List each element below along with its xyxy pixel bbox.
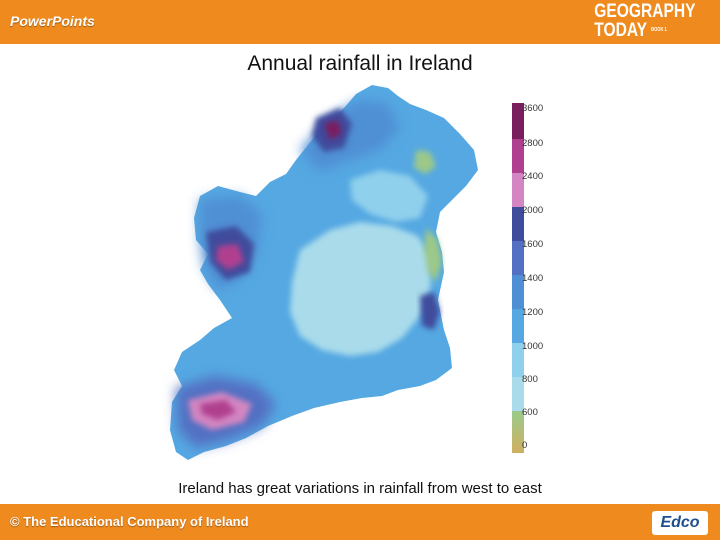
footer-bar: © The Educational Company of Ireland Edc… xyxy=(0,504,720,540)
legend-swatch xyxy=(512,343,524,377)
legend-label: 2400 xyxy=(522,171,544,182)
brand-line-2: TODAY xyxy=(594,20,648,41)
east-coast-dry-zone xyxy=(424,228,442,282)
legend-swatch xyxy=(512,207,524,241)
header-bar: PowerPoints GEOGRAPHY TODAY BOOK 1 xyxy=(0,0,720,44)
wicklow-mountains xyxy=(420,292,440,330)
donegal-peak xyxy=(324,120,342,140)
brand-logo: GEOGRAPHY TODAY BOOK 1 xyxy=(595,2,696,40)
slide-title: Annual rainfall in Ireland xyxy=(247,52,473,75)
legend-swatch xyxy=(512,173,524,207)
legend-label: 1000 xyxy=(522,341,544,352)
northeast-dry-zone xyxy=(414,150,436,174)
midlands-low-rainfall xyxy=(290,222,432,356)
legend-label: 1200 xyxy=(522,307,544,318)
north-high-rainfall-band xyxy=(300,100,400,172)
rainfall-legend: 3600 2800 2400 2000 1600 1400 1200 1000 … xyxy=(512,103,543,453)
legend-swatch xyxy=(512,377,524,411)
legend-swatch xyxy=(512,103,524,139)
mayo-peak xyxy=(216,244,244,270)
app-label: PowerPoints xyxy=(10,13,95,29)
legend-label: 2000 xyxy=(522,205,544,216)
legend-label: 600 xyxy=(522,407,538,418)
edco-logo-text: Edco xyxy=(660,514,700,531)
legend-swatch xyxy=(512,139,524,173)
legend-label: 0 xyxy=(522,440,528,451)
legend-swatch xyxy=(512,309,524,343)
edco-logo: Edco xyxy=(652,511,708,535)
legend-label: 3600 xyxy=(522,103,544,114)
legend-label: 1400 xyxy=(522,273,544,284)
slide-caption: Ireland has great variations in rainfall… xyxy=(178,480,542,497)
legend-label: 800 xyxy=(522,374,538,385)
legend-swatch xyxy=(512,275,524,309)
legend-swatch xyxy=(512,413,524,453)
north-midlands-zone xyxy=(350,170,428,222)
legend-swatch xyxy=(512,241,524,275)
brand-line-1: GEOGRAPHY xyxy=(594,1,696,22)
brand-suffix: BOOK 1 xyxy=(651,27,668,33)
copyright-text: © The Educational Company of Ireland xyxy=(10,514,249,529)
legend-label: 2800 xyxy=(522,138,544,149)
kerry-peak xyxy=(200,400,236,420)
legend-label: 1600 xyxy=(522,239,544,250)
